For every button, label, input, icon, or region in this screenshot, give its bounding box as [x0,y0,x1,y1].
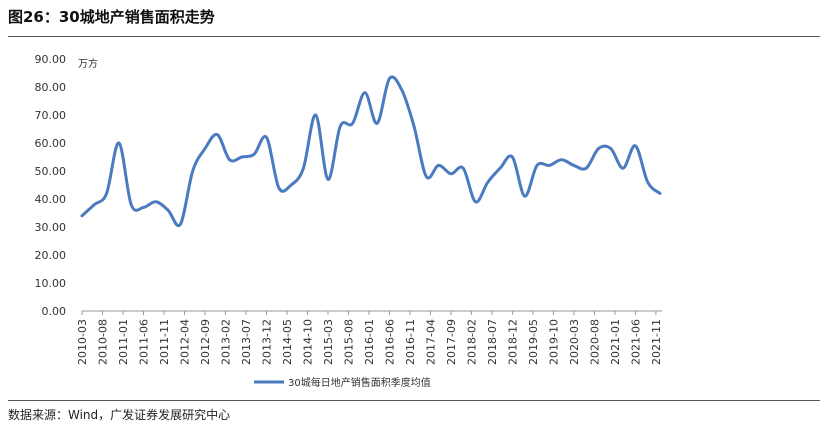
x-tick-label: 2013-12 [260,319,273,365]
data-point [548,164,550,166]
y-tick-label: 70.00 [35,109,67,122]
data-point [511,156,513,158]
data-point [93,203,95,205]
data-point [216,133,218,135]
data-point [524,195,526,197]
data-point [622,167,624,169]
data-point [474,201,476,203]
x-tick-label: 2015-03 [322,319,335,365]
data-point [191,170,193,172]
data-point [314,114,316,116]
x-tick-label: 2020-03 [568,319,581,365]
data-point [118,142,120,144]
x-tick-label: 2018-02 [465,319,478,365]
data-point [487,181,489,183]
x-tick-label: 2017-09 [445,319,458,365]
data-point [462,167,464,169]
x-tick-label: 2019-05 [527,319,540,365]
data-point [155,201,157,203]
x-tick-label: 2021-11 [650,319,663,365]
bottom-divider [8,400,820,401]
x-tick-label: 2011-01 [117,319,130,365]
x-tick-label: 2016-11 [404,319,417,365]
x-tick-label: 2011-06 [137,319,150,365]
x-tick-label: 2016-06 [383,319,396,365]
data-point [437,164,439,166]
data-point [241,156,243,158]
data-point [499,167,501,169]
data-point [425,175,427,177]
x-tick-label: 2019-10 [547,319,560,365]
data-point [560,159,562,161]
x-tick-label: 2018-12 [506,319,519,365]
x-tick-label: 2016-01 [363,319,376,365]
data-point [167,209,169,211]
x-tick-label: 2014-05 [281,319,294,365]
x-tick-label: 2020-08 [588,319,601,365]
y-tick-label: 10.00 [35,277,67,290]
x-tick-label: 2012-09 [199,319,212,365]
data-point [253,153,255,155]
y-unit-label: 万方 [78,57,98,70]
y-tick-label: 20.00 [35,249,67,262]
series-line [80,75,662,228]
y-tick-label: 60.00 [35,137,67,150]
x-tick-label: 2021-01 [609,319,622,365]
legend-label: 30城每日地产销售面积季度均值 [288,376,431,389]
data-point [327,178,329,180]
x-tick-label: 2012-04 [178,319,191,365]
x-tick-label: 2014-10 [301,319,314,365]
data-point [351,122,353,124]
data-source: 数据来源：Wind，广发证券发展研究中心 [8,408,231,422]
data-point [204,147,206,149]
y-tick-label: 80.00 [35,81,67,94]
y-tick-label: 40.00 [35,193,67,206]
data-point [585,167,587,169]
data-point [228,159,230,161]
x-tick-label: 2017-04 [424,319,437,365]
plot-area [80,75,662,228]
data-point [450,173,452,175]
x-tick-label: 2021-06 [629,319,642,365]
data-point [339,125,341,127]
y-tick-label: 30.00 [35,221,67,234]
data-point [597,147,599,149]
data-point [81,215,83,217]
data-point [278,187,280,189]
data-point [290,184,292,186]
chart-legend: 30城每日地产销售面积季度均值 [254,376,431,389]
x-tick-label: 2015-08 [342,319,355,365]
data-point [179,223,181,225]
y-tick-label: 0.00 [42,305,67,318]
data-point [647,181,649,183]
chart-title: 图26：30城地产销售面积走势 [8,8,215,26]
chart-axes: 万方 0.00 10.00 20.00 30.00 40.00 50.00 60.00 70.0… [35,53,663,365]
data-point [265,136,267,138]
x-tick-label: 2010-03 [76,319,89,365]
data-point [401,89,403,91]
data-point [364,91,366,93]
data-point [376,122,378,124]
data-point [130,203,132,205]
top-divider [8,36,820,37]
y-tick-label: 50.00 [35,165,67,178]
x-tick-label: 2013-07 [240,319,253,365]
data-point [536,164,538,166]
data-point [610,147,612,149]
data-point [413,125,415,127]
data-point [388,77,390,79]
x-tick-label: 2010-08 [96,319,109,365]
data-point [573,164,575,166]
data-point [142,206,144,208]
data-point [634,145,636,147]
data-point [105,192,107,194]
x-tick-label: 2011-11 [158,319,171,365]
data-point [659,192,661,194]
x-tick-label: 2013-02 [219,319,232,365]
x-tick-label: 2018-07 [486,319,499,365]
data-point [302,167,304,169]
y-tick-label: 90.00 [35,53,67,66]
